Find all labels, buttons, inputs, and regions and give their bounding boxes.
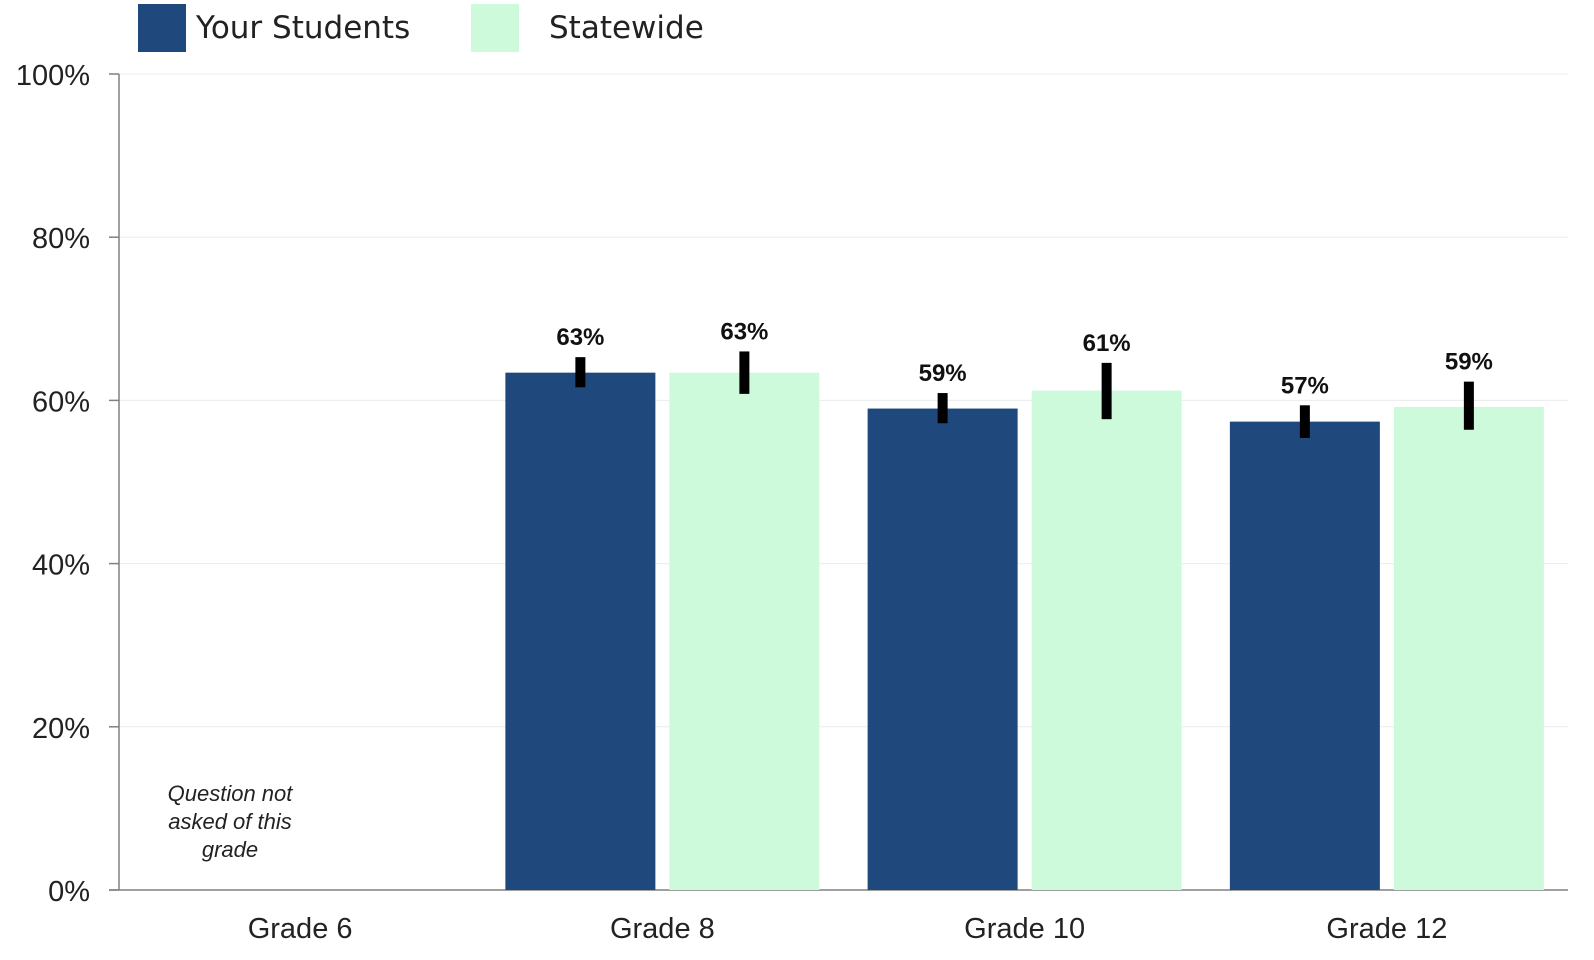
legend-label-statewide: Statewide (549, 10, 704, 46)
x-tick-label: Grade 8 (610, 913, 715, 945)
legend-item-your-students: Your Students (138, 4, 410, 52)
y-tick-label: 40% (32, 550, 90, 582)
y-tick-label: 100% (16, 60, 90, 92)
legend-item-statewide: Statewide (471, 4, 704, 52)
y-tick-label: 80% (32, 223, 90, 255)
data-label: 59% (1445, 349, 1493, 376)
grade-6-note: Question not asked of this grade (167, 781, 293, 862)
error-bar (1101, 362, 1112, 420)
x-tick-label: Grade 10 (964, 913, 1085, 945)
bar (669, 372, 820, 890)
error-bar (1299, 405, 1310, 438)
data-label: 61% (1083, 330, 1131, 357)
error-bar (1463, 381, 1474, 430)
x-tick-label: Grade 6 (248, 913, 353, 945)
bar (505, 372, 656, 890)
y-tick-label: 0% (48, 876, 90, 908)
bar (1031, 390, 1182, 890)
bar (1393, 406, 1544, 890)
legend-swatch-your-students (138, 4, 186, 52)
data-label: 59% (919, 360, 967, 387)
data-label: 57% (1281, 372, 1329, 399)
legend-swatch-statewide (471, 4, 519, 52)
error-bar (575, 357, 586, 388)
data-label: 63% (720, 318, 768, 345)
legend-label-your-students: Your Students (196, 10, 411, 46)
data-label: 63% (556, 324, 604, 351)
bar (867, 408, 1018, 890)
y-tick-label: 60% (32, 386, 90, 418)
error-bar (739, 351, 750, 394)
error-bar (937, 393, 948, 424)
bar (1229, 421, 1380, 890)
y-tick-label: 20% (32, 713, 90, 745)
x-tick-label: Grade 12 (1326, 913, 1447, 945)
